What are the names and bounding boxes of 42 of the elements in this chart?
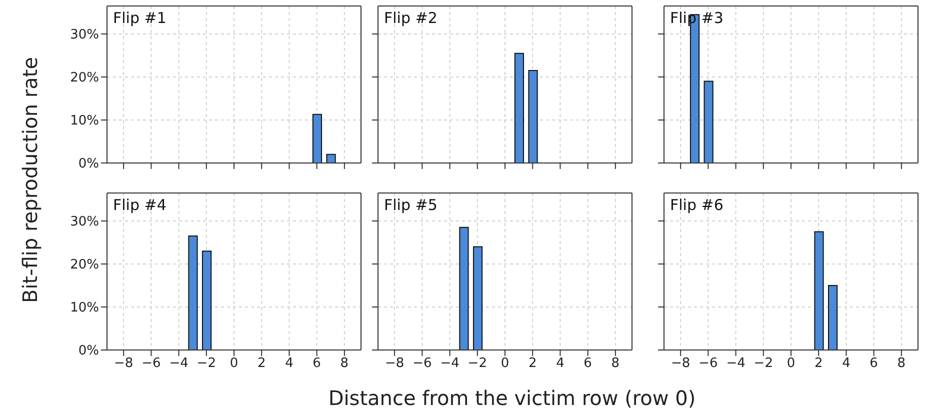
y-axis-title: Bit-flip reproduction rate bbox=[18, 56, 42, 304]
x-tick-label: 8 bbox=[340, 356, 349, 372]
y-tick-label: 20% bbox=[70, 70, 99, 86]
chart-title: Flip #2 bbox=[384, 9, 438, 27]
x-tick-label: 0 bbox=[230, 356, 238, 372]
x-tick-label: 4 bbox=[556, 356, 564, 372]
x-tick-label: −4 bbox=[726, 356, 746, 372]
x-tick-label: 4 bbox=[285, 356, 294, 372]
x-tick-label: −2 bbox=[754, 356, 773, 372]
chart-title: Flip #5 bbox=[384, 196, 438, 214]
x-tick-label: 2 bbox=[814, 356, 823, 372]
x-tick-label: 0 bbox=[786, 356, 796, 372]
x-axis-title: Distance from the victim row (row 0) bbox=[328, 386, 696, 410]
x-tick-label: −4 bbox=[169, 356, 188, 372]
y-tick-label: 0% bbox=[78, 344, 99, 359]
x-tick-label: 0 bbox=[500, 356, 510, 372]
x-tick-label: 6 bbox=[312, 356, 321, 372]
y-tick-label: 0% bbox=[78, 156, 99, 172]
x-tick-label: −8 bbox=[670, 356, 690, 372]
x-tick-label: −6 bbox=[412, 356, 432, 372]
x-tick-label: −6 bbox=[142, 356, 161, 372]
x-tick-label: 6 bbox=[870, 356, 878, 372]
y-tick-label: 30% bbox=[70, 28, 99, 43]
y-tick-label: 10% bbox=[70, 300, 99, 316]
x-tick-label: 8 bbox=[897, 356, 906, 372]
x-tick-label: 6 bbox=[584, 356, 592, 372]
x-tick-label: −8 bbox=[114, 356, 134, 372]
x-tick-label: 4 bbox=[842, 356, 850, 372]
x-tick-label: −2 bbox=[468, 356, 487, 372]
x-tick-label: 8 bbox=[611, 356, 620, 372]
x-tick-label: −4 bbox=[440, 356, 460, 372]
x-tick-label: −8 bbox=[384, 356, 404, 372]
x-tick-label: 2 bbox=[257, 356, 266, 372]
chart-title: Flip #1 bbox=[113, 9, 166, 27]
y-tick-label: 10% bbox=[70, 114, 99, 129]
y-tick-label: 20% bbox=[70, 258, 99, 273]
y-tick-label: 30% bbox=[70, 214, 99, 230]
chart-title: Flip #4 bbox=[113, 196, 166, 214]
x-tick-label: 2 bbox=[528, 356, 537, 372]
chart-title: Flip #6 bbox=[670, 196, 724, 214]
x-tick-label: −6 bbox=[698, 356, 718, 372]
x-tick-label: −2 bbox=[196, 356, 216, 372]
